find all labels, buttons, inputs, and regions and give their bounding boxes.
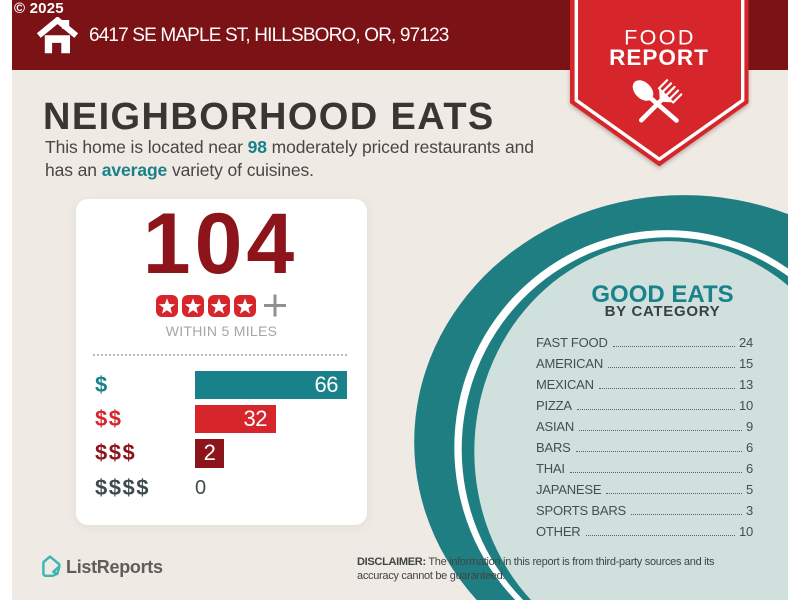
svg-text:FOOD: FOOD: [624, 26, 696, 50]
svg-text:REPORT: REPORT: [609, 45, 709, 70]
